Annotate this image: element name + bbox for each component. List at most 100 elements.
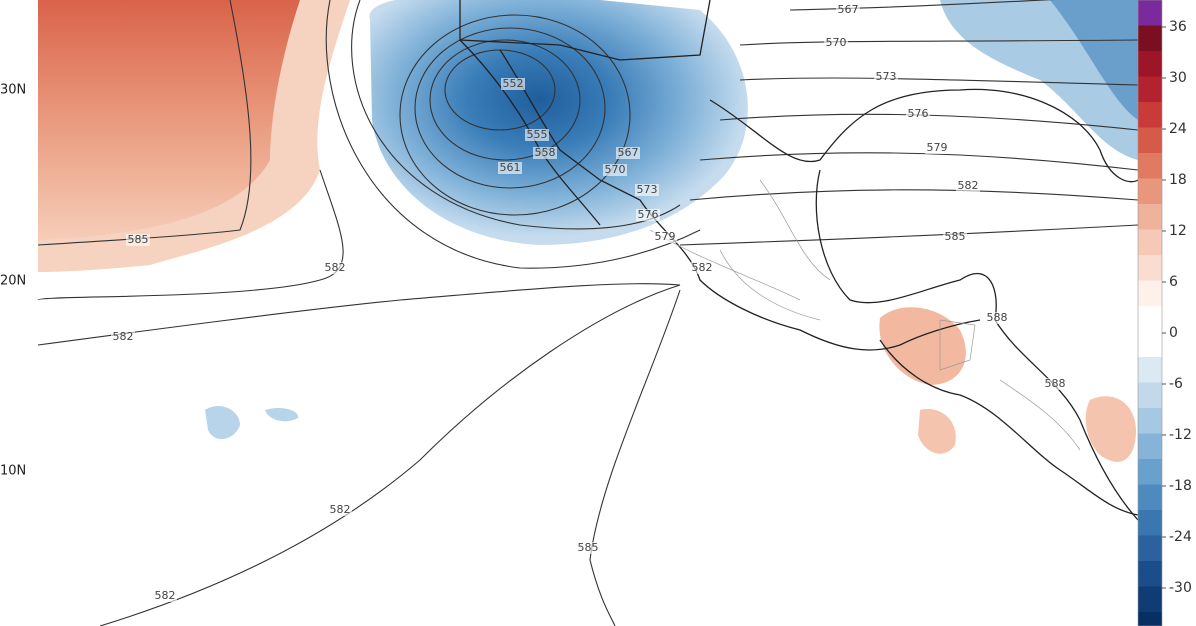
contour-label-bg	[153, 590, 177, 602]
contour-label: 579	[655, 230, 676, 243]
contour-label-bg	[690, 262, 714, 274]
contour-label: 570	[826, 36, 847, 49]
contour-label: 582	[113, 330, 134, 343]
contour-label-bg	[525, 129, 549, 141]
contour-label-bg	[906, 108, 930, 120]
colorbar-segment	[1138, 229, 1162, 256]
contour-label-bg	[874, 71, 898, 83]
colorbar-segment	[1138, 586, 1162, 613]
lat-label-bg	[0, 81, 36, 99]
contour-label-bg	[836, 4, 860, 16]
contour-label: 585	[128, 233, 149, 246]
colorbar-label: 12	[1169, 223, 1187, 239]
contour-label-bg	[111, 331, 135, 343]
contour-label: 558	[535, 146, 556, 159]
colorbar-segment	[1138, 306, 1162, 332]
contour-label: 579	[927, 141, 948, 154]
contour-label: 561	[500, 161, 521, 174]
anomaly-shading	[38, 0, 1138, 462]
colorbar-segment	[1138, 76, 1162, 103]
coastlines	[459, 0, 1139, 521]
contour-label-bg	[501, 78, 525, 90]
contour-label-bg	[824, 37, 848, 49]
contour-label-bg	[498, 162, 522, 174]
colorbar-segment	[1138, 459, 1162, 485]
colorbar-label: -12	[1169, 427, 1192, 443]
contour-label: 567	[618, 146, 639, 159]
contour-label-bg	[956, 180, 980, 192]
colorbar-label: 0	[1169, 325, 1178, 341]
colorbar-label: -6	[1169, 376, 1183, 392]
lat-label: 30N	[0, 83, 26, 98]
contour-label-bg	[576, 542, 600, 554]
contour-label-bg	[1043, 378, 1067, 390]
labels: 30N 20N 10N 567 570 573 576 579 582 585 588 588 552 5…	[0, 3, 1067, 602]
colorbar-segment	[1138, 280, 1162, 307]
contour-label: 552	[503, 77, 524, 90]
colorbar-label: 18	[1169, 172, 1187, 188]
contour-label: 585	[945, 230, 966, 243]
colorbar-segment	[1138, 357, 1162, 383]
contour-label: 588	[987, 311, 1008, 324]
colorbar-segment	[1138, 153, 1162, 179]
colorbar-label: 36	[1169, 19, 1187, 35]
colorbar-frame	[1137, 0, 1163, 626]
colorbar-segment	[1138, 51, 1162, 77]
contour-label: 570	[605, 163, 626, 176]
colorbar: 36 30 24 18 12 6 0 -6 -12 -18 -24 -30	[1137, 0, 1192, 626]
contour-label: 585	[578, 541, 599, 554]
contour-label: 576	[638, 208, 659, 221]
contour-label: 573	[876, 70, 897, 83]
lat-label: 10N	[0, 464, 26, 479]
contour-label: 588	[1045, 377, 1066, 390]
contour-label-bg	[943, 231, 967, 243]
contour-label: 567	[838, 3, 859, 16]
colorbar-segment	[1138, 127, 1162, 154]
colorbar-segment	[1138, 535, 1162, 562]
colorbar-label: -24	[1169, 529, 1192, 545]
lat-label-bg	[0, 272, 36, 290]
contour-label-bg	[925, 142, 949, 154]
contour-label-bg	[616, 147, 640, 159]
colorbar-label: 24	[1169, 121, 1187, 137]
contour-label: 582	[155, 589, 176, 602]
lat-label: 20N	[0, 274, 26, 289]
contour-label: 582	[692, 261, 713, 274]
colorbar-segment	[1138, 484, 1162, 511]
contour-label: 573	[637, 183, 658, 196]
colorbar-label: -18	[1169, 478, 1192, 494]
colorbar-segment	[1138, 561, 1162, 587]
colorbar-label: 30	[1169, 70, 1187, 86]
contour-label: 582	[325, 261, 346, 274]
colorbar-segment	[1138, 0, 1162, 26]
colorbar-segment	[1138, 382, 1162, 409]
contour-label-bg	[653, 231, 677, 243]
colorbar-segment	[1138, 204, 1162, 230]
contour-label-bg	[533, 147, 557, 159]
contour-label-bg	[985, 312, 1009, 324]
contour-label-bg	[635, 184, 659, 196]
colorbar-segment	[1138, 331, 1162, 358]
colorbar-segment	[1138, 408, 1162, 434]
contour-label: 582	[958, 179, 979, 192]
colorbar-segment	[1138, 178, 1162, 205]
colorbar-label: -30	[1169, 580, 1192, 596]
colorbar-segment	[1138, 25, 1162, 52]
contour-label: 576	[908, 107, 929, 120]
contour-lines	[37, 0, 1139, 626]
contour-label-bg	[126, 234, 150, 246]
contour-label-bg	[603, 164, 627, 176]
contour-label-bg	[636, 209, 660, 221]
colorbar-segment	[1138, 612, 1162, 626]
contour-label-bg	[323, 262, 347, 274]
colorbar-segment	[1138, 255, 1162, 281]
contour-label-bg	[328, 504, 352, 516]
colorbar-segment	[1138, 510, 1162, 536]
colorbar-segment	[1138, 433, 1162, 460]
contour-label: 582	[330, 503, 351, 516]
lat-label-bg	[0, 462, 36, 480]
contour-label: 555	[527, 128, 548, 141]
colorbar-segment	[1138, 102, 1162, 128]
colorbar-label: 6	[1169, 274, 1178, 290]
